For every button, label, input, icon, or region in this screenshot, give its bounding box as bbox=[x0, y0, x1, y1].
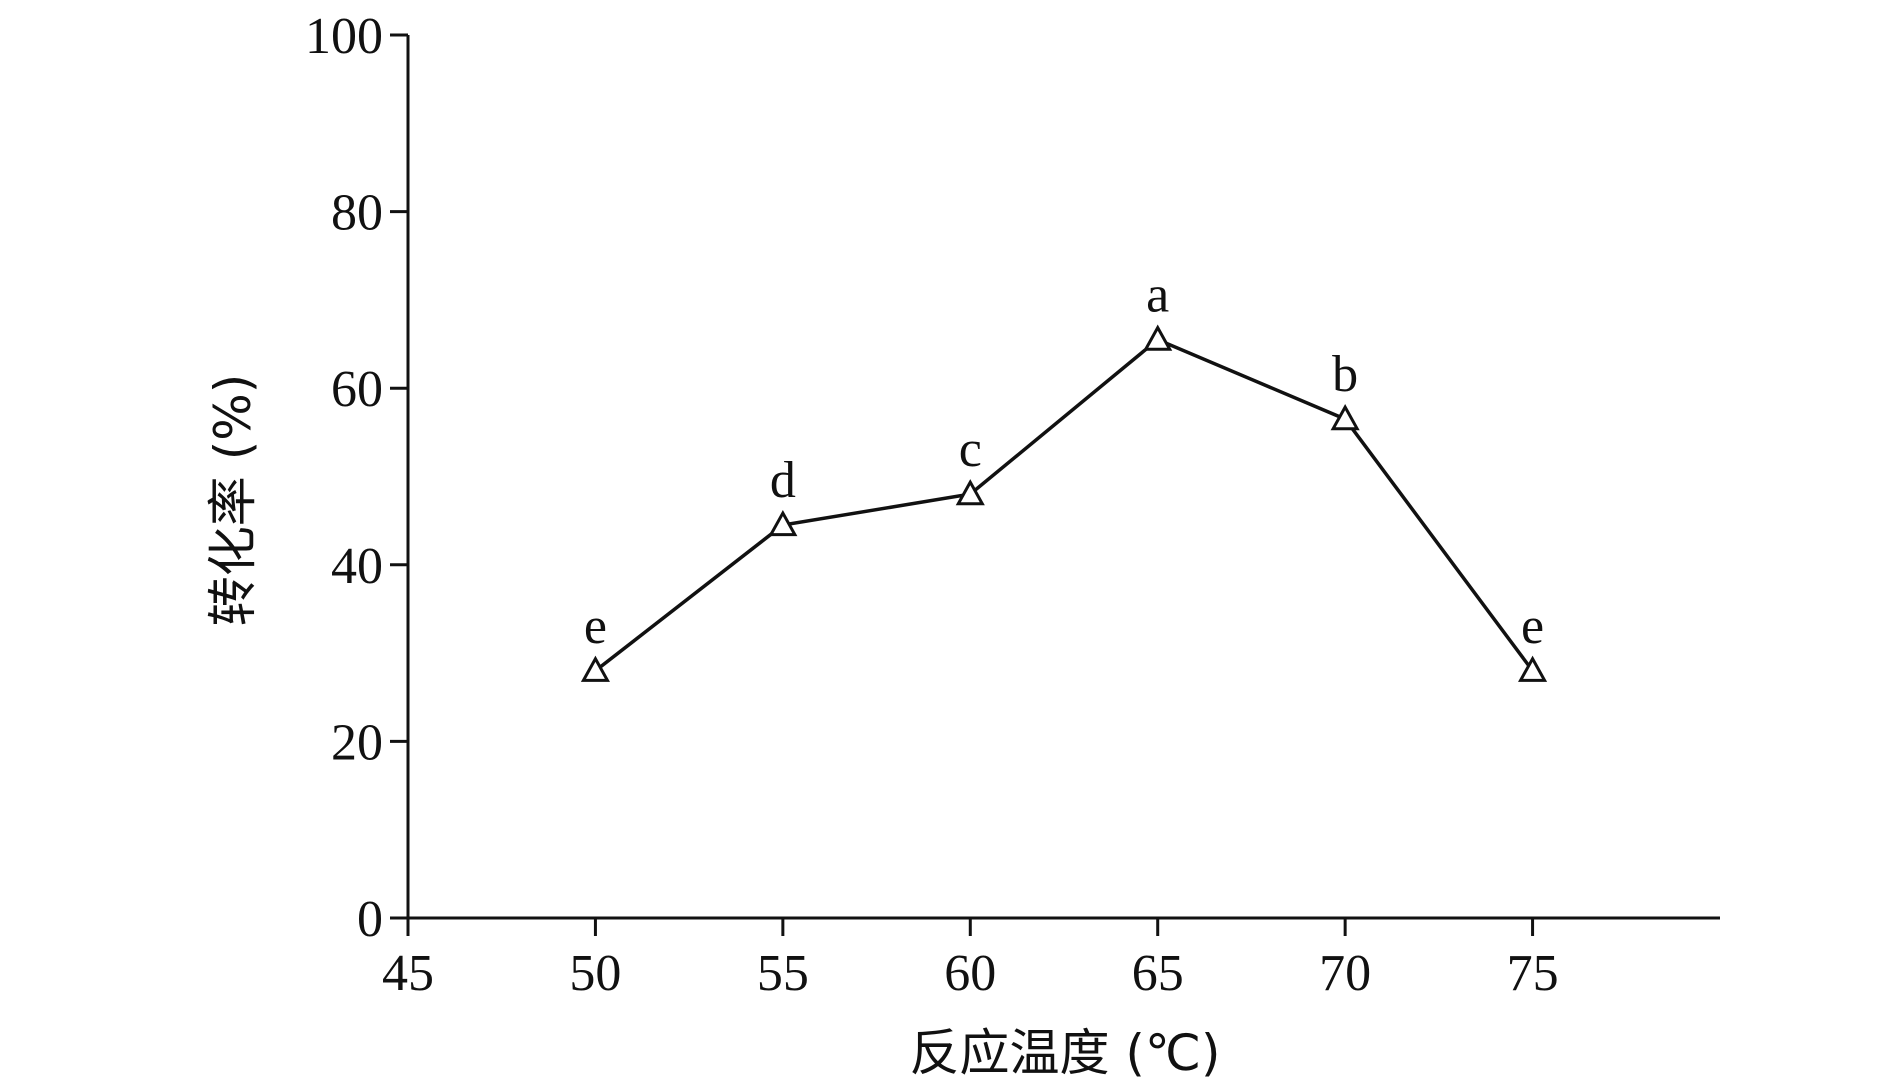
series: e d c a b e bbox=[580, 267, 1548, 682]
x-tick-label: 65 bbox=[1132, 945, 1184, 1002]
y-tick-label: 100 bbox=[305, 8, 383, 65]
x-tick-label: 60 bbox=[944, 945, 996, 1002]
data-point-label: d bbox=[770, 452, 796, 509]
data-point-marker bbox=[580, 655, 610, 682]
axes bbox=[406, 35, 1720, 920]
data-point-label: b bbox=[1332, 346, 1358, 403]
data-point-label: a bbox=[1146, 267, 1169, 324]
y-tick-label: 40 bbox=[331, 538, 383, 595]
data-point-marker bbox=[768, 509, 798, 537]
x-tick-label: 45 bbox=[382, 945, 434, 1002]
x-axis-title: 反应温度 (℃) bbox=[909, 1024, 1220, 1082]
data-point-marker bbox=[1518, 655, 1548, 682]
data-point-marker bbox=[955, 479, 985, 506]
x-tick-label: 75 bbox=[1507, 945, 1559, 1002]
series-line bbox=[594, 337, 1534, 673]
y-tick-label: 0 bbox=[357, 891, 383, 948]
data-point-marker bbox=[1143, 324, 1173, 351]
data-point-label: c bbox=[959, 421, 982, 478]
data-point-label: e bbox=[584, 598, 607, 655]
ticks: 0 20 40 60 80 100 45 50 55 60 65 70 75 bbox=[305, 8, 1559, 1002]
y-tick-label: 20 bbox=[331, 714, 383, 771]
x-tick-label: 50 bbox=[569, 945, 621, 1002]
y-tick-label: 80 bbox=[331, 185, 383, 242]
data-point-marker bbox=[1330, 404, 1360, 431]
data-point-label: e bbox=[1521, 598, 1544, 655]
x-tick-label: 55 bbox=[757, 945, 809, 1002]
y-axis-title: 转化率 (%) bbox=[204, 374, 262, 626]
y-tick-label: 60 bbox=[331, 361, 383, 418]
x-tick-label: 70 bbox=[1319, 945, 1371, 1002]
